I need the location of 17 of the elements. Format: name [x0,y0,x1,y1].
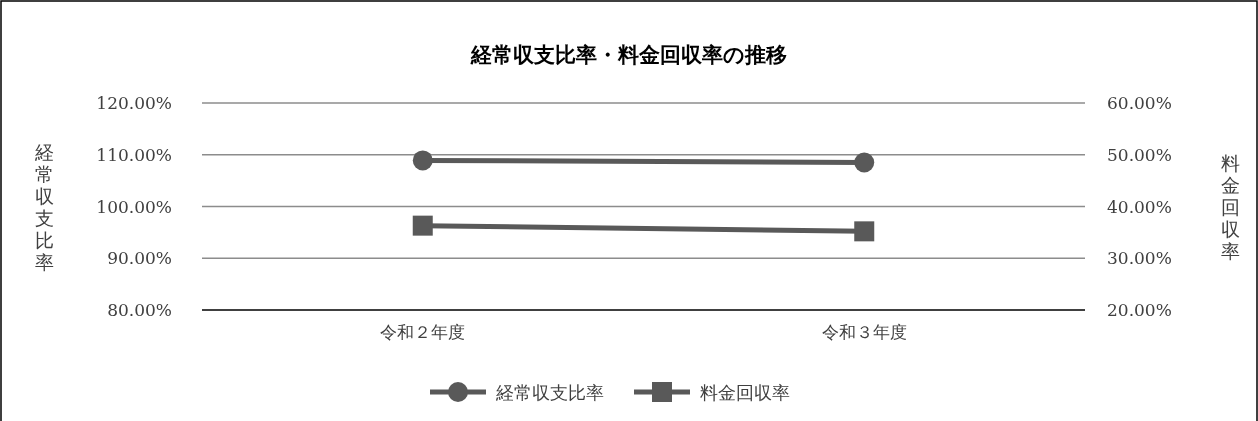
y-tick-label: 120.00% [96,93,172,113]
y-axis-title: 経常収支比率 [33,140,54,273]
chart-title: 経常収支比率・料金回収率の推移 [470,43,787,67]
y-tick-label: 90.00% [107,248,172,269]
y-tick-label: 110.00% [96,144,172,165]
y2-tick-label: 40.00% [1107,196,1172,217]
y2-tick-label: 20.00% [1107,300,1172,320]
x-tick-label: 令和３年度 [821,322,907,342]
y2-tick-label: 30.00% [1107,248,1172,269]
legend-label: 経常収支比率 [495,382,604,403]
y2-tick-label: 60.00% [1107,93,1172,113]
x-tick-label: 令和２年度 [380,322,466,342]
y-tick-label: 100.00% [96,196,172,217]
y-tick-label: 80.00% [107,300,172,320]
legend-label: 料金回収率 [700,382,790,403]
y2-axis-title: 料金回収率 [1220,151,1240,262]
y2-tick-label: 50.00% [1107,144,1172,165]
